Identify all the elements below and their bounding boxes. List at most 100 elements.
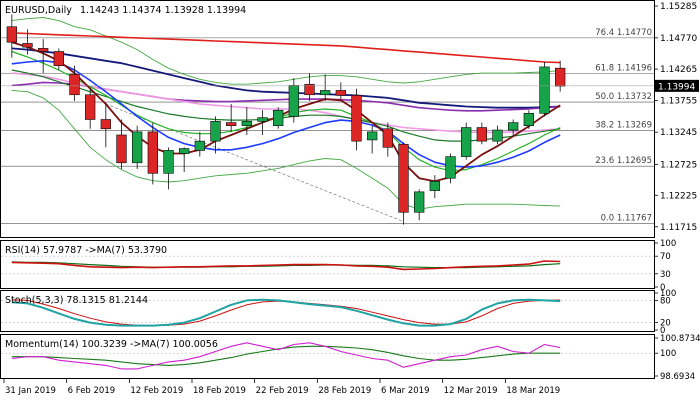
moving-average-line — [11, 41, 561, 183]
candle — [69, 65, 80, 101]
date-tick-label: 18 Feb 2019 — [193, 386, 246, 396]
candle — [6, 14, 17, 58]
price-axis-ticks: 1.15285 1.14770 1.14265 1.13755 1.13245 1.127… — [654, 2, 697, 233]
candle — [38, 39, 49, 74]
candle — [288, 78, 299, 123]
candle — [116, 119, 127, 169]
candle — [226, 104, 237, 132]
candle-body-bear — [335, 90, 346, 96]
price-tick-label: 1.14770 — [660, 34, 697, 44]
candle-body-bull — [320, 90, 331, 96]
candle — [523, 110, 534, 129]
candle — [476, 122, 487, 145]
current-price-box — [655, 79, 699, 92]
candle-body-bear — [100, 119, 111, 130]
candle — [320, 74, 331, 101]
momentum-label: Momentum(14) 100.3239 ->MA(7) 100.0056 — [5, 339, 218, 350]
candle-body-bull — [273, 109, 284, 126]
fib-level-label: 0.0 1.11767 — [601, 214, 652, 224]
candle-body-bull — [194, 140, 205, 151]
candle-body-bull — [414, 191, 425, 213]
indicator-axis-label: 98.6934 — [660, 372, 695, 382]
candle-body-bear — [304, 83, 315, 96]
candle-body-bull — [179, 148, 190, 154]
candle-body-bear — [147, 131, 158, 174]
candle — [85, 88, 96, 129]
momentum-ma-line — [11, 345, 561, 366]
moving-average-line — [11, 59, 561, 168]
candle-body-bear — [476, 127, 487, 142]
date-tick-label: 31 Jan 2019 — [5, 386, 56, 396]
current-price-marker: 1.13994 — [1, 79, 699, 92]
candle-body-bull — [367, 131, 378, 141]
candle-body-bull — [492, 129, 503, 142]
rsi-ma-line — [11, 261, 561, 269]
indicator-axis-label: 100 — [660, 239, 676, 249]
fib-level-label: 50.0 1.13732 — [595, 92, 652, 102]
fib-level-label: 23.6 1.12695 — [595, 156, 652, 166]
candle-body-bear — [116, 134, 127, 164]
candle-body-bull — [461, 127, 472, 157]
indicator-axis-label: 30 — [660, 270, 671, 280]
candle-body-bull — [508, 122, 519, 131]
candle-body-bull — [132, 131, 143, 164]
fib-level-label: 38.2 1.13269 — [595, 121, 652, 131]
candle-body-bear — [6, 26, 17, 43]
rsi-panel: 100 70 30 0 — [1, 239, 676, 293]
price-tick-label: 1.11715 — [660, 223, 697, 233]
chart-ohlc: 1.14243 1.14374 1.13928 1.13994 — [80, 5, 246, 16]
indicator-axis-label: 100.8734 — [660, 334, 700, 344]
candle — [335, 82, 346, 100]
indicator-axis-label: 100 — [660, 289, 676, 299]
fib-level-label: 76.4 1.14770 — [595, 28, 652, 38]
fibonacci-levels: 76.4 1.14770 61.8 1.14196 50.0 1.13732 38.2… — [1, 28, 654, 224]
price-tick-label: 1.12225 — [660, 191, 697, 201]
candle — [555, 60, 566, 92]
price-tick-label: 1.14265 — [660, 65, 697, 75]
candle — [53, 48, 64, 71]
candle-body-bear — [382, 128, 393, 148]
stoch-main-line — [11, 298, 561, 327]
price-tick-label: 1.15285 — [660, 2, 697, 12]
date-tick-label: 12 Mar 2019 — [444, 386, 498, 396]
date-tick-label: 22 Feb 2019 — [256, 386, 309, 396]
rsi-line — [11, 260, 561, 271]
candle — [100, 102, 111, 148]
current-price-label: 1.13994 — [658, 82, 695, 92]
candle — [414, 189, 425, 221]
candle — [147, 122, 158, 185]
candle — [382, 122, 393, 157]
candle — [132, 125, 143, 169]
candle-body-bear — [226, 122, 237, 126]
rsi-label: RSI(14) 57.9787 ->MA(7) 53.3790 — [5, 245, 167, 256]
date-tick-label: 6 Mar 2019 — [381, 386, 429, 396]
candle — [194, 131, 205, 157]
candle — [351, 88, 362, 151]
indicator-axis-label: 0 — [660, 326, 665, 336]
date-tick-label: 6 Feb 2019 — [68, 386, 116, 396]
momentum-panel: 100.8734 100 98.6934 — [1, 334, 700, 382]
bollinger-bands — [11, 17, 561, 210]
candle — [445, 153, 456, 184]
candle-body-bull — [210, 121, 221, 142]
price-tick-label: 1.13245 — [660, 128, 697, 138]
chart-symbol: EURUSD,Daily — [5, 5, 72, 16]
rsi-panel-frame — [0, 240, 655, 289]
candle-body-bull — [288, 85, 299, 117]
candle — [304, 73, 315, 101]
moving-average-line — [11, 47, 561, 109]
candle-body-bear — [351, 95, 362, 142]
candle — [22, 29, 33, 55]
candle-body-bear — [69, 74, 80, 96]
candle — [241, 107, 252, 135]
candle — [398, 142, 409, 225]
candle — [461, 122, 472, 160]
dashed-trendline — [105, 103, 404, 222]
date-axis: 31 Jan 2019 6 Feb 2019 12 Feb 2019 18 Feb 2… — [3, 379, 560, 396]
candle-body-bear — [85, 94, 96, 120]
candle-body-bear — [398, 143, 409, 213]
candle-body-bear — [555, 67, 566, 87]
candle-body-bull — [523, 113, 534, 126]
